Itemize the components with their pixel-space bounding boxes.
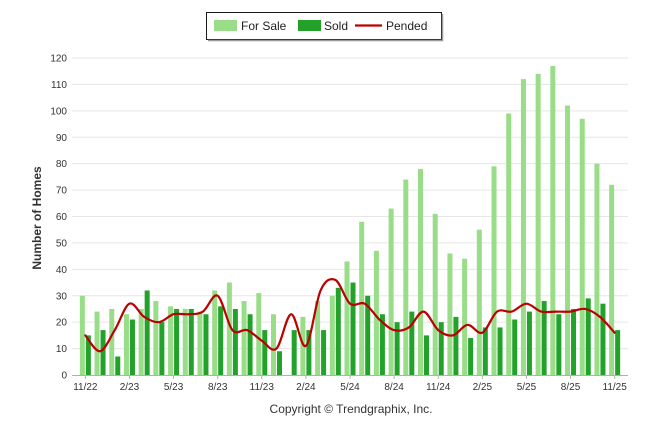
bar-sold <box>292 330 297 375</box>
bar-for-sale <box>153 301 158 375</box>
bar-for-sale <box>183 309 188 375</box>
bar-for-sale <box>271 314 276 375</box>
y-tick-label: 40 <box>56 265 68 276</box>
bar-for-sale <box>256 293 261 375</box>
bar-sold <box>483 327 488 375</box>
y-tick-label: 100 <box>50 106 67 117</box>
bar-sold <box>527 312 532 375</box>
bar-sold <box>321 330 326 375</box>
y-tick-label: 70 <box>56 186 68 197</box>
bar-for-sale <box>212 290 217 375</box>
y-tick-label: 30 <box>56 291 68 302</box>
bar-sold <box>159 322 164 375</box>
y-tick-label: 0 <box>61 371 67 382</box>
legend: For Sale Sold Pended <box>207 13 444 42</box>
bar-for-sale <box>433 214 438 375</box>
bar-for-sale <box>462 259 467 375</box>
bar-for-sale <box>506 113 511 375</box>
x-tick-label: 8/25 <box>561 382 581 393</box>
bar-sold <box>600 304 605 375</box>
y-tick-label: 120 <box>50 54 67 65</box>
bar-for-sale <box>124 314 129 375</box>
bar-sold <box>218 306 223 375</box>
bar-for-sale <box>418 169 423 375</box>
bar-for-sale <box>594 164 599 375</box>
bar-for-sale <box>95 312 100 375</box>
bar-for-sale <box>492 166 497 375</box>
x-tick-label: 8/23 <box>208 382 228 393</box>
y-tick-label: 50 <box>56 238 68 249</box>
bar-for-sale <box>139 309 144 375</box>
bar-sold <box>174 309 179 375</box>
copyright-text: Copyright © Trendgraphix, Inc. <box>270 402 433 416</box>
bar-sold <box>130 320 135 375</box>
bar-for-sale <box>550 66 555 375</box>
bar-sold <box>351 283 356 375</box>
x-tick-label: 2/23 <box>120 382 140 393</box>
bar-sold <box>571 309 576 375</box>
y-tick-label: 60 <box>56 212 68 223</box>
bar-for-sale <box>197 312 202 375</box>
bar-sold <box>556 314 561 375</box>
x-tick-label: 2/25 <box>473 382 493 393</box>
bars <box>80 66 620 375</box>
bar-for-sale <box>609 185 614 375</box>
pended-line <box>85 279 614 351</box>
bar-sold <box>101 330 106 375</box>
bar-sold <box>453 317 458 375</box>
bar-for-sale <box>330 296 335 375</box>
x-tick-label: 11/22 <box>73 382 98 393</box>
y-tick-label: 110 <box>51 80 67 91</box>
x-tick-label: 5/24 <box>340 382 360 393</box>
pended-line-layer <box>85 279 614 351</box>
bar-sold <box>262 330 267 375</box>
y-tick-label: 90 <box>56 133 68 144</box>
bar-for-sale <box>580 119 585 375</box>
bar-for-sale <box>477 230 482 375</box>
bar-sold <box>424 335 429 375</box>
x-tick-label: 11/24 <box>426 382 451 393</box>
bar-sold <box>248 314 253 375</box>
bar-sold <box>189 309 194 375</box>
x-tick-label: 8/24 <box>384 382 404 393</box>
bar-sold <box>512 320 517 375</box>
x-tick-label: 11/25 <box>603 382 628 393</box>
y-tick-label: 20 <box>56 318 68 329</box>
legend-swatch <box>298 20 321 31</box>
x-tick-label: 2/24 <box>296 382 316 393</box>
x-tick-label: 5/25 <box>517 382 537 393</box>
bar-for-sale <box>389 209 394 375</box>
bar-for-sale <box>403 180 408 375</box>
bar-for-sale <box>565 106 570 375</box>
bar-for-sale <box>80 296 85 375</box>
bar-sold <box>615 330 620 375</box>
bar-sold <box>498 327 503 375</box>
bar-sold <box>203 314 208 375</box>
x-tick-label: 5/23 <box>164 382 184 393</box>
x-tick-label: 11/23 <box>250 382 275 393</box>
y-tick-label: 80 <box>56 159 68 170</box>
legend-label: Pended <box>386 19 427 33</box>
bar-sold <box>468 338 473 375</box>
bar-sold <box>115 357 120 375</box>
bar-sold <box>277 351 282 375</box>
bar-for-sale <box>345 261 350 375</box>
bar-for-sale <box>521 79 526 375</box>
bar-sold <box>233 309 238 375</box>
legend-label: Sold <box>324 19 348 33</box>
legend-swatch <box>214 20 237 31</box>
bar-sold <box>145 290 150 375</box>
bar-for-sale <box>536 74 541 375</box>
y-tick-label: 10 <box>56 344 68 355</box>
y-axis-title: Number of Homes <box>30 166 44 270</box>
bar-for-sale <box>447 253 452 375</box>
bar-sold <box>336 288 341 375</box>
bar-for-sale <box>242 301 247 375</box>
legend-label: For Sale <box>241 19 287 33</box>
bar-for-sale <box>109 309 114 375</box>
bar-for-sale <box>359 222 364 375</box>
